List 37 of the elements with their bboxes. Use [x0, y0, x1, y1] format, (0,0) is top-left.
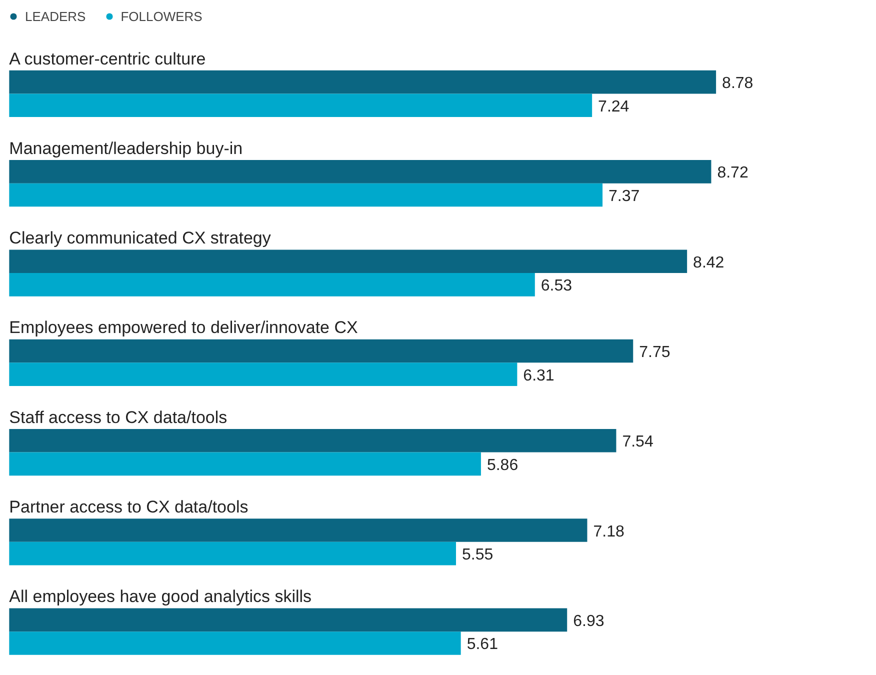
bar — [9, 250, 688, 274]
y-tick-label: A customer-centric culture — [9, 49, 206, 68]
bar — [9, 428, 616, 452]
y-tick-label: Clearly communicated CX strategy — [9, 228, 272, 248]
bar — [9, 183, 603, 207]
bar — [9, 160, 712, 184]
bar — [9, 452, 481, 476]
data-label: 5.55 — [462, 546, 494, 564]
data-label: 5.86 — [486, 456, 518, 474]
bar — [9, 542, 456, 566]
bar — [9, 94, 592, 118]
data-label: 7.54 — [622, 434, 654, 451]
legend-label: FOLLOWERS — [120, 8, 202, 24]
data-label: 7.18 — [593, 523, 624, 540]
bar — [9, 518, 588, 542]
y-tick-label: Partner access to CX data/tools — [9, 497, 248, 516]
data-label: 6.93 — [573, 612, 604, 630]
bar — [9, 70, 716, 94]
y-tick-label: All employees have good analytics skills — [9, 587, 312, 606]
data-label: 7.24 — [598, 98, 630, 116]
data-label: 8.78 — [722, 75, 754, 92]
data-label: 8.72 — [717, 164, 748, 182]
bar — [9, 362, 518, 386]
bar — [9, 273, 535, 296]
data-label: 7.75 — [639, 344, 670, 361]
data-label: 6.53 — [540, 278, 572, 295]
y-tick-label: Management/leadership buy-in — [9, 138, 243, 158]
data-label: 8.42 — [693, 254, 724, 272]
bar — [9, 632, 461, 655]
bar — [9, 339, 634, 363]
y-tick-label: Staff access to CX data/tools — [9, 408, 228, 427]
data-label: 5.61 — [466, 636, 498, 654]
data-label: 7.37 — [608, 188, 640, 206]
bar — [9, 608, 568, 632]
data-label: 6.31 — [523, 367, 554, 384]
legend-label: LEADERS — [25, 8, 86, 24]
y-tick-label: Employees empowered to deliver/innovate CX — [9, 318, 358, 338]
